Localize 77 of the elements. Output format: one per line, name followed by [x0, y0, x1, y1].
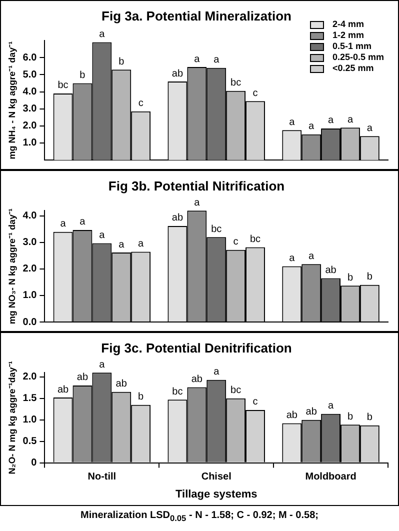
data-label: ab — [57, 384, 70, 396]
y-tick-label: 2.0 — [22, 120, 38, 132]
data-label: ab — [306, 406, 318, 418]
y-tick-label: 1.0 — [22, 290, 38, 302]
data-label: bc — [211, 224, 222, 235]
legend-label: 0.25-0.5 mm — [332, 52, 384, 63]
data-label: bc — [230, 78, 242, 89]
data-label: a — [80, 216, 86, 228]
y-axis-title: mg NO₃- N kg aggre⁻¹ day⁻¹ — [6, 208, 17, 324]
data-label: a — [214, 54, 220, 66]
data-label: a — [99, 359, 106, 370]
data-label: b — [347, 272, 354, 284]
data-label: ab — [325, 264, 337, 276]
text: Mineralization LSD$_{0.05}$ - N - 1.58; C - 0.92; M - 0.58; — [80, 509, 320, 525]
x-tick-label: Moldboard — [305, 472, 356, 483]
x-tick-label: Chisel — [201, 472, 232, 483]
data-label: b — [366, 272, 373, 283]
data-label: a — [328, 115, 334, 126]
data-label: c — [138, 98, 144, 110]
data-label: ab — [172, 212, 184, 224]
data-label: b — [366, 412, 373, 424]
data-label: a — [60, 218, 66, 230]
data-label: a — [99, 230, 106, 241]
legend-label: 1-2 mm — [332, 30, 364, 41]
data-label: a — [194, 197, 200, 208]
data-label: bc — [250, 234, 261, 245]
y-tick-label: 2.0 — [22, 264, 38, 275]
data-label: ab — [116, 378, 128, 390]
data-label: a — [308, 250, 315, 262]
data-label: a — [138, 238, 144, 250]
data-label: a — [289, 116, 296, 128]
data-label: a — [194, 54, 200, 65]
data-label: a — [99, 29, 106, 40]
y-tick-label: 0.5 — [22, 436, 38, 448]
data-label: b — [80, 70, 86, 81]
data-label: bc — [58, 80, 68, 92]
chart-title: Fig 3b. Potential Nitrification — [108, 178, 285, 194]
x-axis-title: Tillage systems — [175, 488, 258, 500]
data-label: b — [138, 392, 144, 403]
data-label: a — [308, 121, 315, 132]
y-axis-title: N₂O- N mg kg aggre⁻¹day⁻¹ — [6, 361, 17, 474]
y-tick-label: 3.0 — [22, 104, 38, 115]
data-label: ab — [191, 374, 203, 385]
y-tick-label: 2.0 — [22, 372, 38, 383]
data-label: c — [252, 396, 258, 408]
data-label: ab — [76, 372, 88, 384]
y-axis-title: mg NH₄ - N kg aggre⁻¹ day⁻¹ — [6, 41, 17, 160]
y-tick-label: 1.0 — [22, 138, 38, 149]
legend-label: <0.25 mm — [332, 63, 374, 74]
data-label: b — [347, 411, 354, 422]
y-tick-label: 3.0 — [22, 237, 38, 248]
y-tick-label: 0 — [31, 458, 38, 469]
data-label: ab — [172, 68, 184, 80]
x-tick-label: No-till — [88, 472, 116, 483]
chart-title: Fig 3c. Potential Denitrification — [101, 340, 292, 356]
data-label: bc — [230, 385, 242, 396]
data-label: a — [289, 253, 296, 264]
legend-label: 0.5-1 mm — [332, 41, 372, 52]
data-label: c — [233, 236, 238, 248]
data-label: a — [328, 400, 334, 412]
y-tick-label: 1.0 — [22, 414, 38, 426]
y-tick-label: 0.0 — [22, 316, 38, 328]
data-label: a — [214, 366, 220, 378]
data-label: bc — [172, 386, 183, 398]
y-tick-label: 1.5 — [22, 393, 38, 404]
data-label: a — [347, 114, 354, 126]
data-label: c — [252, 88, 258, 99]
chart-title: Fig 3a. Potential Mineralization — [102, 8, 292, 24]
data-label: a — [118, 239, 125, 250]
y-tick-label: 4.0 — [22, 86, 38, 98]
y-tick-label: 5.0 — [22, 69, 38, 80]
data-label: a — [366, 122, 373, 134]
legend-label: 2-4 mm — [332, 19, 364, 30]
data-label: b — [118, 56, 125, 68]
data-label: ab — [286, 410, 298, 422]
y-tick-label: 6.0 — [22, 52, 38, 64]
y-tick-label: 4.0 — [22, 210, 38, 222]
